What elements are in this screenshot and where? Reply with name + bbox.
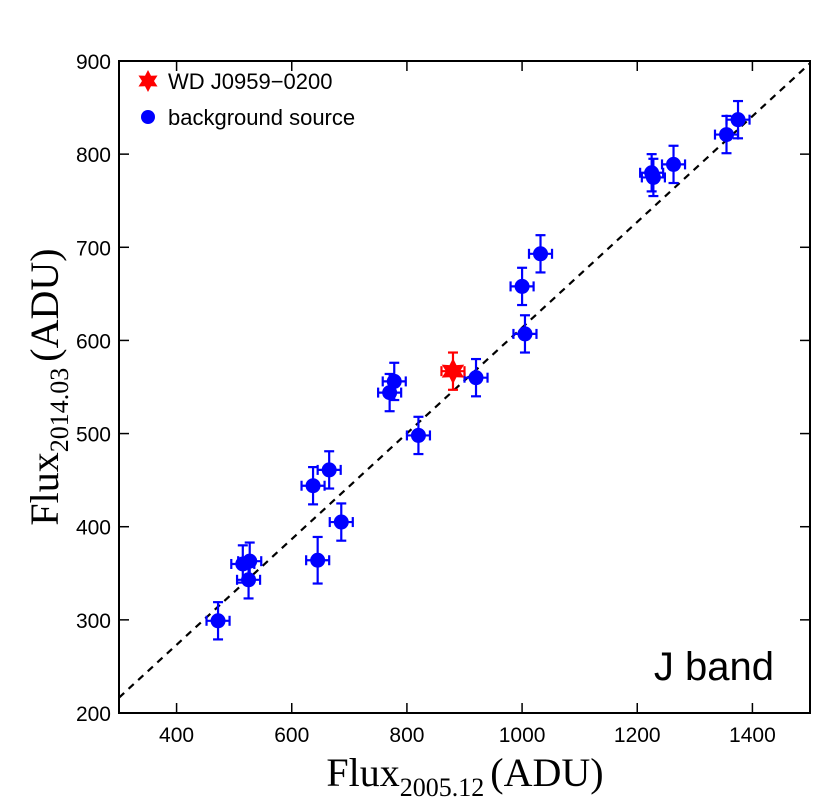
background-data-point	[316, 450, 342, 490]
x-tick-label: 400	[159, 724, 194, 747]
y-axis-label-base: Flux	[22, 452, 67, 525]
legend-label-wd: WD J0959−0200	[168, 69, 333, 94]
circle-marker	[645, 169, 661, 185]
circle-marker	[210, 613, 226, 629]
background-data-point	[205, 601, 231, 641]
circle-marker	[333, 514, 349, 530]
x-tick-label: 1000	[499, 724, 546, 747]
y-tick-label: 500	[76, 424, 111, 447]
legend-star-marker	[138, 70, 158, 92]
background-data-point	[713, 114, 740, 155]
circle-marker	[310, 552, 326, 568]
legend-circle-marker	[141, 110, 155, 124]
background-data-point	[640, 157, 666, 198]
background-data-point	[300, 466, 326, 506]
background-data-point	[235, 560, 262, 600]
x-tick-label: 600	[274, 724, 309, 747]
star-marker	[441, 358, 465, 385]
x-tick-label: 800	[389, 724, 424, 747]
y-tick-label: 700	[76, 237, 111, 260]
y-tick-label: 600	[76, 330, 111, 353]
background-data-point	[509, 266, 535, 307]
y-tick-label: 900	[76, 51, 111, 74]
legend: WD J0959−0200 background source	[138, 69, 355, 130]
background-data-point	[405, 415, 432, 456]
circle-marker	[468, 370, 484, 386]
circle-marker	[241, 572, 257, 588]
tick-layer: 400 600 800 1000 1200 1400 200 300 400 500 600 700 8…	[76, 51, 810, 747]
plot-frame	[118, 60, 811, 714]
y-tick-label: 800	[76, 144, 111, 167]
circle-marker	[533, 246, 549, 262]
y-axis-label-unit: (ADU)	[22, 248, 67, 361]
background-data-point	[527, 234, 554, 274]
wd-data-point	[440, 351, 466, 391]
band-annotation: J band	[654, 645, 774, 689]
legend-label-background: background source	[168, 105, 355, 130]
circle-marker	[514, 278, 530, 294]
circle-marker	[386, 373, 402, 389]
circle-marker	[305, 478, 321, 494]
background-data-point	[463, 357, 489, 398]
y-tick-label: 200	[76, 703, 111, 726]
x-axis-label-base: Flux	[326, 750, 399, 795]
y-tick-label: 400	[76, 517, 111, 540]
background-data-point	[328, 502, 354, 542]
plot-layer	[119, 62, 810, 699]
circle-marker	[666, 156, 682, 172]
background-data-point	[725, 99, 751, 140]
x-tick-label: 1200	[614, 724, 661, 747]
circle-marker	[517, 326, 533, 342]
circle-marker	[321, 462, 337, 478]
circle-marker	[719, 127, 735, 143]
x-axis-label: Flux2005.12 (ADU)	[326, 750, 603, 801]
y-tick-label: 300	[76, 610, 111, 633]
background-data-point	[512, 314, 538, 354]
circle-marker	[410, 427, 426, 443]
background-data-point	[381, 361, 407, 402]
x-tick-label: 1400	[729, 724, 776, 747]
x-axis-label-unit: (ADU)	[490, 750, 603, 795]
x-axis-label-subscript: 2005.12	[400, 773, 485, 801]
background-data-point	[660, 144, 687, 185]
y-axis-label-subscript: 2014.03	[45, 368, 74, 453]
background-data-point	[305, 535, 331, 585]
circle-marker	[730, 112, 746, 128]
y-axis-label: Flux2014.03 (ADU)	[22, 248, 74, 525]
